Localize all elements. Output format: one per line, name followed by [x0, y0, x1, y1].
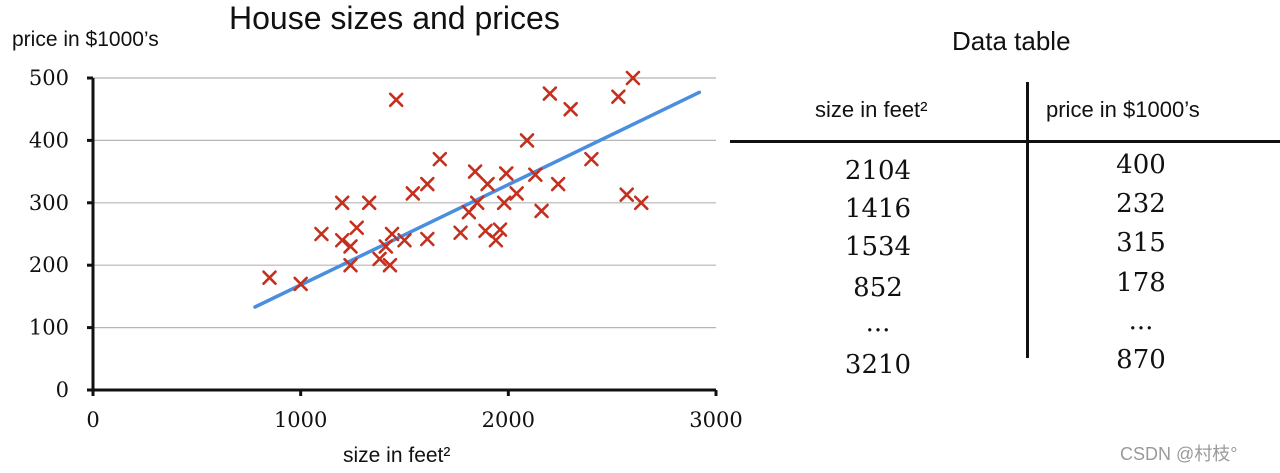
data-point	[397, 232, 412, 248]
table-cell-size: ...	[865, 308, 891, 338]
data-point	[528, 167, 543, 183]
fit-line	[253, 90, 702, 309]
axes	[87, 76, 718, 396]
y-tick-label: 0	[56, 378, 69, 402]
data-point	[372, 251, 387, 267]
x-tick-label: 2000	[482, 408, 535, 432]
data-point	[534, 203, 549, 219]
table-title: Data table	[952, 26, 1071, 56]
table-cell-price: 400	[1116, 150, 1166, 180]
data-point	[334, 195, 350, 211]
data-point	[496, 195, 512, 211]
data-point	[378, 239, 394, 254]
data-point	[314, 226, 329, 242]
scatter-chart: 0 100 200 300 400 500 0 1000 2000 3000	[29, 66, 743, 432]
table-cell-size: 3210	[844, 350, 912, 380]
data-point	[432, 151, 448, 167]
data-point	[349, 220, 365, 236]
table-cell-price: 178	[1116, 268, 1166, 298]
table-header-price: price in $1000’s	[1046, 97, 1200, 122]
data-point	[384, 226, 400, 242]
table-cell-price: ...	[1128, 306, 1154, 336]
data-point	[467, 164, 483, 179]
data-point	[563, 101, 578, 117]
data-point	[388, 92, 404, 108]
data-point	[492, 222, 508, 237]
data-point	[343, 257, 358, 273]
table-cell-size: 1534	[844, 232, 912, 262]
data-point	[420, 176, 435, 192]
data-point	[453, 225, 468, 241]
table-cell-price: 232	[1116, 189, 1166, 219]
table-cell-size: 1416	[844, 194, 912, 224]
data-point	[382, 257, 398, 273]
data-point	[498, 166, 514, 181]
data-point	[488, 232, 504, 248]
data-point	[293, 276, 308, 292]
data-points	[262, 70, 649, 292]
data-point	[343, 239, 358, 254]
data-point	[611, 89, 626, 105]
y-tick-label: 200	[29, 253, 69, 277]
table-cell-price: 315	[1116, 228, 1166, 258]
data-point	[584, 151, 599, 167]
data-point	[469, 195, 485, 211]
tick-labels: 0 100 200 300 400 500 0 1000 2000 3000	[29, 66, 743, 432]
table-cell-price: 870	[1116, 345, 1166, 375]
x-tick-label: 0	[86, 408, 99, 432]
watermark: CSDN @村枝°	[1120, 444, 1238, 464]
data-point	[633, 195, 649, 211]
data-point	[509, 186, 524, 201]
data-point	[519, 133, 535, 148]
grid-lines	[93, 77, 716, 329]
table-header-divider	[730, 140, 1280, 143]
y-tick-label: 500	[29, 66, 69, 90]
table-header-size: size in feet²	[815, 97, 928, 122]
data-point	[334, 232, 350, 248]
y-tick-label: 300	[29, 191, 69, 215]
chart-title: House sizes and prices	[229, 0, 560, 36]
table-cell-size: 2104	[844, 156, 912, 186]
data-point	[262, 270, 277, 285]
y-axis-title: price in $1000’s	[12, 28, 159, 51]
y-tick-label: 400	[29, 128, 69, 152]
fit-line-layer	[253, 90, 702, 309]
x-axis-title: size in feet²	[343, 444, 451, 467]
x-tick-label: 1000	[274, 408, 327, 432]
data-point	[619, 187, 635, 202]
data-point	[480, 176, 495, 192]
data-point	[550, 176, 566, 192]
x-tick-label: 3000	[689, 408, 742, 432]
y-tick-label: 100	[29, 316, 69, 340]
data-point	[542, 86, 558, 101]
data-point	[625, 70, 641, 86]
data-point	[420, 231, 435, 247]
table-cell-size: 852	[853, 273, 903, 303]
data-point	[361, 195, 377, 211]
data-point	[405, 186, 421, 201]
table-column-divider	[1026, 82, 1029, 358]
